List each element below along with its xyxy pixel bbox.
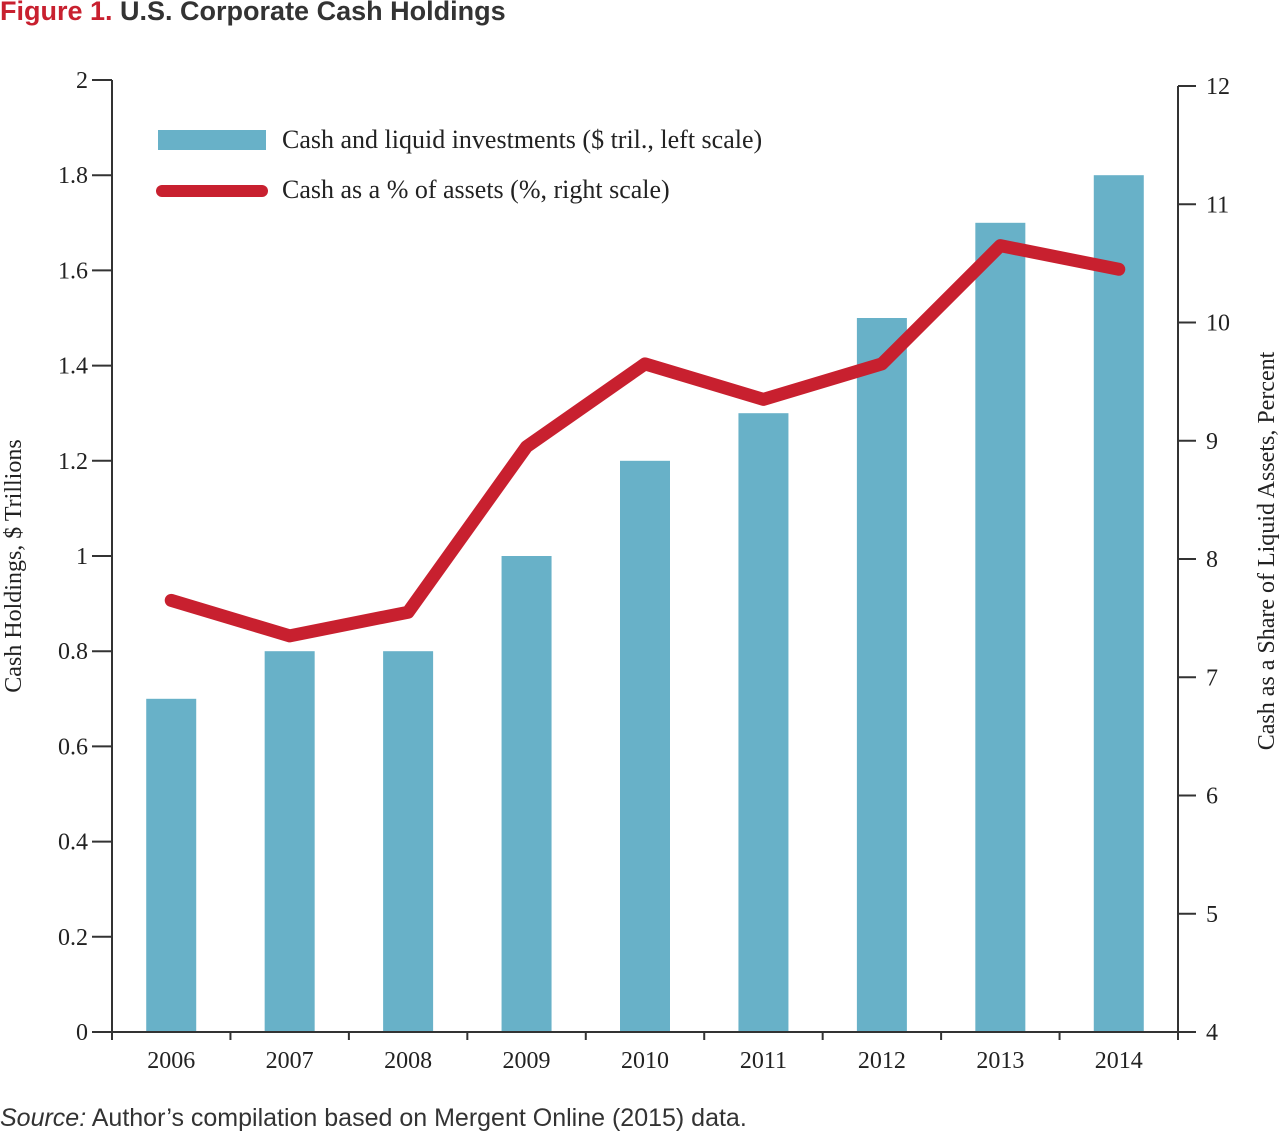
line-point-2007 [288, 634, 291, 637]
right-tick-label: 9 [1206, 429, 1218, 455]
legend-label-line: Cash as a % of assets (%, right scale) [282, 175, 670, 204]
axes-layer: 0 0.2 0.4 0.6 0.8 1 1.2 1.4 1.6 1.8 2 4 5 6 7 8 9 10 11 12 2… [1, 68, 1280, 1074]
line-point-2012 [880, 362, 883, 365]
x-tick-label: 2006 [147, 1048, 195, 1074]
right-tick-label: 4 [1206, 1020, 1218, 1046]
line-point-2006 [170, 599, 173, 602]
legend-swatch-bars [158, 130, 266, 150]
x-tick-label: 2008 [384, 1048, 432, 1074]
x-tick-label: 2012 [858, 1048, 906, 1074]
line-point-2011 [762, 398, 765, 401]
x-tick-label: 2007 [266, 1048, 314, 1074]
figure-label: Figure 1. [0, 0, 113, 26]
source-text: Author’s compilation based on Mergent On… [91, 1104, 747, 1132]
line-point-2014 [1117, 268, 1120, 271]
left-tick-label: 0.2 [58, 925, 88, 951]
left-tick-label: 1.4 [58, 354, 88, 380]
bar-2008 [383, 651, 434, 1032]
left-tick-label: 0 [76, 1020, 88, 1046]
right-tick-label: 8 [1206, 547, 1218, 573]
left-tick-label: 1 [76, 544, 88, 570]
x-tick-label: 2010 [621, 1048, 669, 1074]
left-axis-title: Cash Holdings, $ Trillions [1, 439, 27, 692]
x-tick-label: 2013 [976, 1048, 1024, 1074]
bar-2010 [620, 460, 670, 1032]
source-label: Source: [0, 1104, 87, 1132]
bar-2012 [856, 318, 907, 1032]
bar-2006 [146, 698, 197, 1032]
right-tick-label: 6 [1206, 784, 1218, 810]
line-point-2008 [407, 611, 410, 614]
line-layer [164, 239, 1126, 643]
left-tick-label: 1.6 [58, 258, 88, 284]
left-tick-label: 0.8 [58, 639, 88, 665]
left-tick-label: 0.6 [58, 734, 88, 760]
x-tick-label: 2009 [503, 1048, 551, 1074]
right-tick-label: 7 [1206, 665, 1218, 691]
right-tick-label: 11 [1206, 192, 1229, 218]
legend-label-bars: Cash and liquid investments ($ tril., le… [282, 125, 762, 154]
left-tick-label: 1.2 [58, 449, 88, 475]
bar-2013 [975, 222, 1026, 1033]
line-point-2013 [999, 244, 1002, 247]
right-axis-title: Cash as a Share of Liquid Assets, Percen… [1254, 351, 1280, 750]
left-tick-label: 0.4 [58, 830, 88, 856]
source-note: Source: Author’s compilation based on Me… [0, 1104, 747, 1133]
right-tick-label: 5 [1206, 902, 1218, 928]
bar-2009 [501, 556, 552, 1032]
x-tick-label: 2011 [740, 1048, 787, 1074]
right-tick-label: 12 [1206, 74, 1230, 100]
legend: Cash and liquid investments ($ tril., le… [156, 125, 762, 204]
chart: 0 0.2 0.4 0.6 0.8 1 1.2 1.4 1.6 1.8 2 4 5 6 7 8 9 10 11 12 2… [1, 68, 1280, 1074]
line-point-2010 [644, 362, 646, 365]
line-point-2009 [525, 445, 528, 448]
bars-layer [146, 175, 1144, 1033]
left-tick-label: 1.8 [58, 163, 88, 189]
bar-2007 [264, 651, 315, 1032]
figure-title: Figure 1. U.S. Corporate Cash Holdings [0, 0, 506, 27]
figure-title-text: U.S. Corporate Cash Holdings [120, 0, 506, 26]
right-tick-label: 10 [1206, 311, 1230, 337]
bar-2014 [1093, 175, 1144, 1032]
left-tick-label: 2 [76, 68, 88, 94]
x-tick-label: 2014 [1095, 1048, 1143, 1074]
bar-2011 [738, 413, 789, 1032]
